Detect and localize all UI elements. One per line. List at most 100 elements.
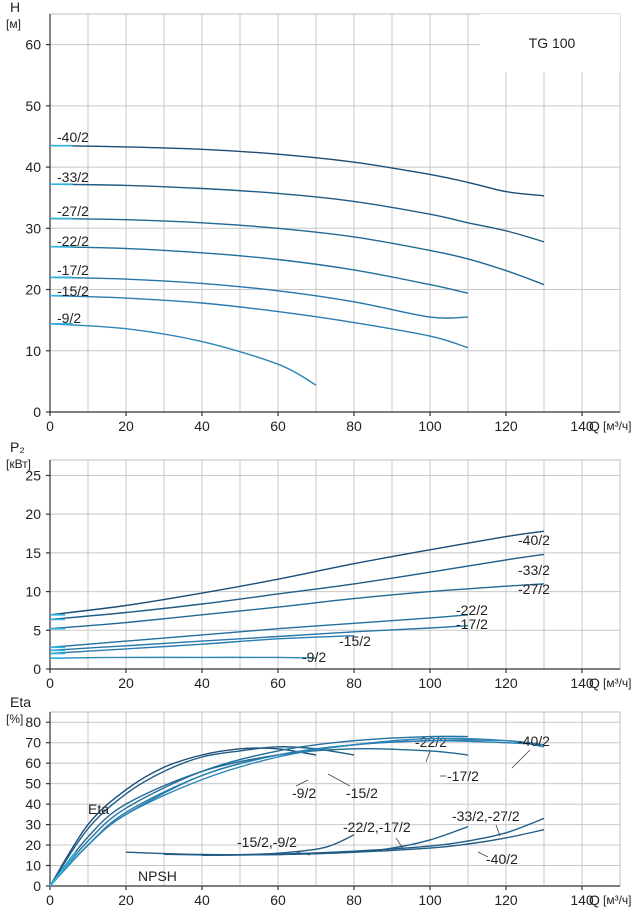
head-curve [49, 144, 545, 197]
y-tick-label: 15 [25, 545, 41, 561]
head-curve [49, 323, 317, 386]
npsh-series-label: -15/2,-9/2 [237, 834, 297, 850]
efficiency-npsh-panel: 0 20 40 60 80 100 120 140 0 10 20 30 40 50 60 70 80 Eta [%… [6, 694, 632, 908]
x-tick-label: 140 [570, 418, 594, 434]
npsh-series-label: -40/2 [486, 851, 518, 867]
power-series-label: -27/2 [518, 581, 550, 597]
y-tick-label: 0 [33, 878, 41, 894]
y-tick-label: 80 [25, 714, 41, 730]
power-x-unit: [м³/ч] [603, 676, 632, 690]
y-tick-label: 10 [25, 858, 41, 874]
power-series-label: -9/2 [302, 649, 326, 665]
power-series-label: -15/2 [339, 633, 371, 649]
head-curve [49, 217, 545, 286]
head-panel: 0 20 40 60 80 100 120 140 0 10 20 30 40 50 60 H [м] Q [м³/… [6, 0, 632, 434]
x-tick-label: 80 [346, 675, 362, 691]
y-tick-label: 60 [25, 755, 41, 771]
power-curve [49, 553, 545, 621]
npsh-series-label: -22/2,-17/2 [343, 819, 411, 835]
x-tick-label: 0 [46, 675, 54, 691]
y-tick-label: 0 [33, 661, 41, 677]
x-tick-label: 120 [494, 892, 518, 908]
head-y-unit: [м] [6, 17, 21, 31]
x-tick-label: 40 [194, 675, 210, 691]
model-label-box [480, 14, 620, 72]
npsh-series-label: -33/2,-27/2 [452, 808, 520, 824]
y-tick-label: 30 [25, 220, 41, 236]
x-tick-label: 40 [194, 892, 210, 908]
series-leader-line [295, 779, 309, 787]
head-curve [49, 276, 469, 319]
eta-series-label: -15/2 [346, 785, 378, 801]
power-curve [49, 530, 545, 616]
power-series-label: -40/2 [518, 532, 550, 548]
efficiency-npsh-x-label: Q [589, 892, 600, 908]
x-tick-label: 140 [570, 892, 594, 908]
x-tick-label: 60 [270, 892, 286, 908]
power-series-label: -33/2 [518, 562, 550, 578]
head-series-label: -17/2 [57, 262, 89, 278]
power-curve [49, 656, 317, 659]
eta-curve [49, 746, 355, 887]
eta-series-label: -9/2 [292, 785, 316, 801]
y-tick-label: 20 [25, 837, 41, 853]
x-tick-label: 0 [46, 418, 54, 434]
head-curve [49, 246, 469, 294]
power-curve [49, 635, 355, 655]
x-tick-label: 100 [418, 418, 442, 434]
x-tick-label: 140 [570, 675, 594, 691]
x-tick-label: 60 [270, 675, 286, 691]
y-tick-label: 50 [25, 776, 41, 792]
y-tick-label: 50 [25, 98, 41, 114]
y-tick-label: 10 [25, 343, 41, 359]
y-tick-label: 60 [25, 37, 41, 53]
x-tick-label: 80 [346, 892, 362, 908]
series-leader-line [327, 773, 351, 787]
y-tick-label: 20 [25, 282, 41, 298]
y-tick-label: 40 [25, 159, 41, 175]
head-x-label: Q [589, 418, 600, 434]
eta-series-label: -17/2 [447, 768, 479, 784]
head-grid [49, 14, 621, 413]
head-x-unit: [м³/ч] [603, 419, 632, 433]
power-curve [49, 614, 469, 648]
eta-curve [49, 747, 317, 887]
x-tick-label: 40 [194, 418, 210, 434]
head-series-label: -27/2 [57, 203, 89, 219]
y-tick-label: 40 [25, 796, 41, 812]
head-curve [49, 183, 545, 243]
head-series-label: -9/2 [57, 310, 81, 326]
x-tick-label: 100 [418, 892, 442, 908]
efficiency-npsh-y-label: Eta [10, 694, 31, 710]
power-series-label: -17/2 [456, 616, 488, 632]
power-x-label: Q [589, 675, 600, 691]
power-y-label: P₂ [10, 439, 25, 455]
series-leader-line [477, 851, 489, 858]
eta-curve [49, 735, 469, 887]
efficiency-npsh-y-unit: [%] [6, 712, 23, 726]
y-tick-label: 70 [25, 735, 41, 751]
x-tick-label: 60 [270, 418, 286, 434]
eta-group-label: Eta [88, 801, 109, 817]
head-y-label: H [10, 0, 20, 15]
series-leader-line [495, 824, 501, 837]
eta-curve [49, 737, 545, 887]
x-tick-label: 20 [118, 892, 134, 908]
y-tick-label: 0 [33, 404, 41, 420]
x-tick-label: 0 [46, 892, 54, 908]
head-series-label: -33/2 [57, 169, 89, 185]
x-tick-label: 20 [118, 675, 134, 691]
npsh-curve [201, 829, 545, 856]
series-leader-line [425, 750, 431, 763]
y-tick-label: 20 [25, 506, 41, 522]
x-tick-label: 100 [418, 675, 442, 691]
eta-series-label: -40/2 [518, 733, 550, 749]
power-series-label: -22/2 [456, 602, 488, 618]
y-tick-label: 5 [33, 622, 41, 638]
x-tick-label: 20 [118, 418, 134, 434]
eta-curve-start [49, 851, 77, 887]
head-curve [49, 295, 469, 349]
x-tick-label: 80 [346, 418, 362, 434]
